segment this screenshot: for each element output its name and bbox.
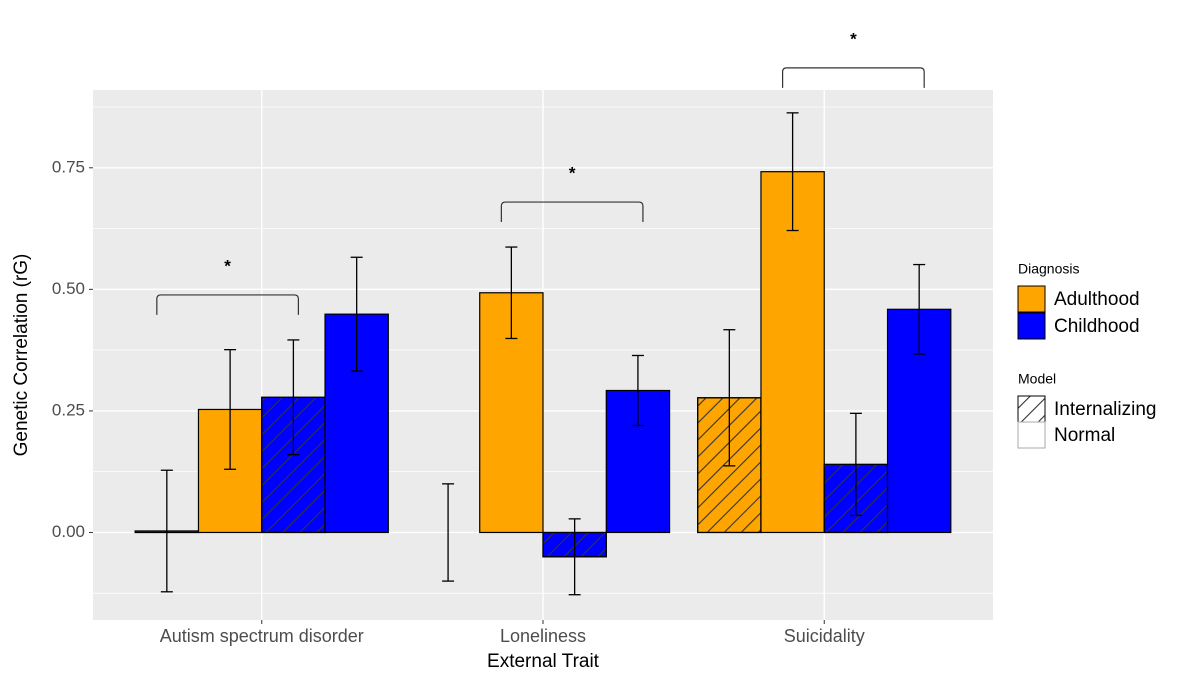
y-tick-label: 0.25 (52, 400, 85, 419)
legend-swatch (1017, 285, 1046, 313)
x-tick-label: Suicidality (784, 626, 865, 646)
x-tick-label: Autism spectrum disorder (160, 626, 364, 646)
legend-swatch-hatch (1017, 395, 1046, 423)
significance-label: * (850, 29, 857, 48)
error-bar (224, 349, 237, 470)
legend-label: Internalizing (1054, 399, 1156, 420)
error-bar (505, 246, 518, 340)
error-bar (350, 256, 363, 372)
x-tick-label: Loneliness (500, 626, 586, 646)
legend-title: Diagnosis (1018, 261, 1079, 277)
bar (760, 171, 825, 534)
legend-swatch (1017, 312, 1046, 340)
error-bar (849, 412, 862, 517)
significance-label: * (569, 164, 576, 183)
error-bar (631, 354, 644, 427)
bar-group (760, 171, 825, 534)
legend-title: Model (1018, 371, 1056, 387)
significance-label: * (224, 256, 231, 275)
y-tick-label: 0.00 (52, 522, 85, 541)
legend-label: Normal (1054, 425, 1115, 446)
legend-label: Adulthood (1054, 289, 1140, 310)
error-bar (442, 483, 455, 582)
legend-label: Childhood (1054, 316, 1140, 337)
x-axis-title: External Trait (487, 651, 600, 672)
y-tick-label: 0.75 (52, 157, 85, 176)
y-axis-title: Genetic Correlation (rG) (11, 254, 32, 457)
significance-bracket (500, 201, 644, 223)
error-bar (287, 339, 300, 456)
error-bar (913, 263, 926, 355)
significance-bracket (156, 294, 299, 315)
significance-bracket (782, 67, 925, 88)
y-tick-label: 0.50 (52, 279, 85, 298)
error-bar (786, 112, 799, 232)
error-bar (568, 518, 581, 596)
legend-swatch (1017, 421, 1046, 449)
error-bar (723, 329, 736, 467)
error-bar (160, 469, 173, 593)
